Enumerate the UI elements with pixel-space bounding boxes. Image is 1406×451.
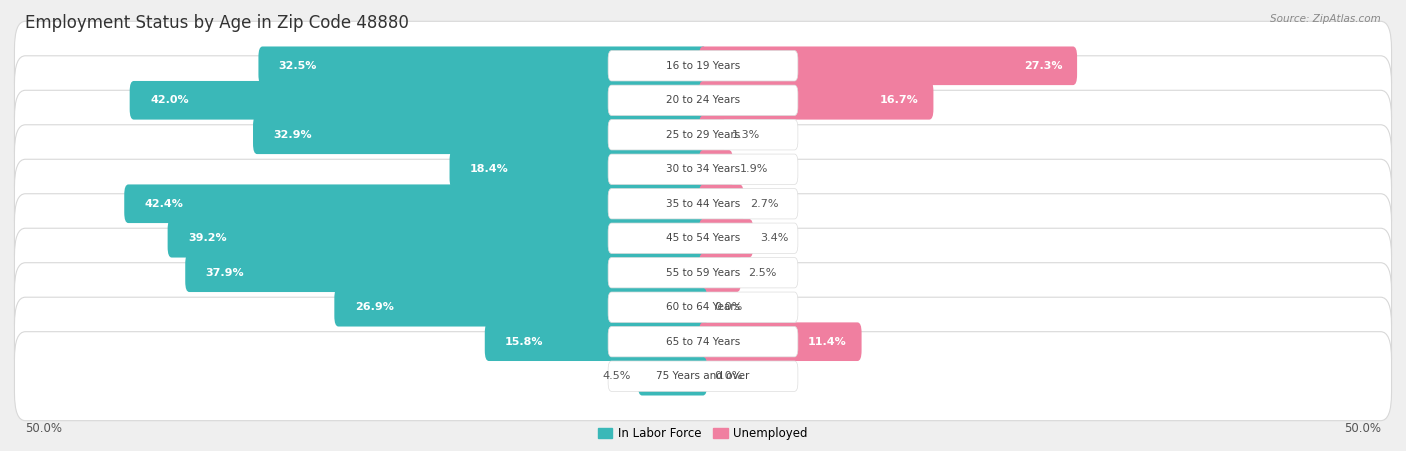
FancyBboxPatch shape — [253, 115, 707, 154]
FancyBboxPatch shape — [699, 184, 744, 223]
Text: 15.8%: 15.8% — [505, 337, 544, 347]
Text: 1.9%: 1.9% — [740, 164, 768, 174]
FancyBboxPatch shape — [609, 85, 797, 115]
FancyBboxPatch shape — [14, 297, 1392, 386]
Text: 18.4%: 18.4% — [470, 164, 509, 174]
FancyBboxPatch shape — [609, 120, 797, 150]
Legend: In Labor Force, Unemployed: In Labor Force, Unemployed — [593, 423, 813, 445]
Text: Employment Status by Age in Zip Code 48880: Employment Status by Age in Zip Code 488… — [25, 14, 409, 32]
Text: 1.3%: 1.3% — [731, 130, 759, 140]
Text: 25 to 29 Years: 25 to 29 Years — [666, 130, 740, 140]
Text: 39.2%: 39.2% — [188, 233, 226, 243]
FancyBboxPatch shape — [167, 219, 707, 258]
FancyBboxPatch shape — [699, 322, 862, 361]
FancyBboxPatch shape — [609, 292, 797, 322]
Text: 55 to 59 Years: 55 to 59 Years — [666, 268, 740, 278]
FancyBboxPatch shape — [14, 194, 1392, 283]
FancyBboxPatch shape — [485, 322, 707, 361]
Text: 27.3%: 27.3% — [1024, 61, 1062, 71]
FancyBboxPatch shape — [129, 81, 707, 120]
Text: 60 to 64 Years: 60 to 64 Years — [666, 302, 740, 312]
FancyBboxPatch shape — [699, 81, 934, 120]
Text: 45 to 54 Years: 45 to 54 Years — [666, 233, 740, 243]
FancyBboxPatch shape — [699, 46, 1077, 85]
FancyBboxPatch shape — [335, 288, 707, 327]
Text: 65 to 74 Years: 65 to 74 Years — [666, 337, 740, 347]
FancyBboxPatch shape — [609, 361, 797, 391]
Text: 2.7%: 2.7% — [751, 199, 779, 209]
Text: 42.0%: 42.0% — [150, 95, 188, 105]
FancyBboxPatch shape — [450, 150, 707, 189]
Text: 30 to 34 Years: 30 to 34 Years — [666, 164, 740, 174]
Text: 20 to 24 Years: 20 to 24 Years — [666, 95, 740, 105]
FancyBboxPatch shape — [609, 223, 797, 253]
FancyBboxPatch shape — [14, 228, 1392, 317]
FancyBboxPatch shape — [14, 159, 1392, 248]
Text: 35 to 44 Years: 35 to 44 Years — [666, 199, 740, 209]
Text: 0.0%: 0.0% — [714, 371, 742, 381]
Text: 11.4%: 11.4% — [808, 337, 846, 347]
Text: 2.5%: 2.5% — [748, 268, 776, 278]
FancyBboxPatch shape — [124, 184, 707, 223]
FancyBboxPatch shape — [609, 327, 797, 357]
Text: 32.9%: 32.9% — [273, 130, 312, 140]
Text: 42.4%: 42.4% — [145, 199, 183, 209]
Text: 0.0%: 0.0% — [714, 302, 742, 312]
FancyBboxPatch shape — [14, 125, 1392, 214]
FancyBboxPatch shape — [14, 331, 1392, 421]
FancyBboxPatch shape — [609, 189, 797, 219]
Text: Source: ZipAtlas.com: Source: ZipAtlas.com — [1270, 14, 1381, 23]
Text: 3.4%: 3.4% — [759, 233, 789, 243]
Text: 16 to 19 Years: 16 to 19 Years — [666, 61, 740, 71]
FancyBboxPatch shape — [699, 253, 741, 292]
FancyBboxPatch shape — [699, 219, 754, 258]
FancyBboxPatch shape — [14, 56, 1392, 145]
Text: 75 Years and over: 75 Years and over — [657, 371, 749, 381]
Text: 50.0%: 50.0% — [25, 422, 62, 435]
FancyBboxPatch shape — [609, 258, 797, 288]
FancyBboxPatch shape — [186, 253, 707, 292]
FancyBboxPatch shape — [259, 46, 707, 85]
FancyBboxPatch shape — [14, 90, 1392, 179]
Text: 16.7%: 16.7% — [880, 95, 918, 105]
Text: 37.9%: 37.9% — [205, 268, 245, 278]
Text: 32.5%: 32.5% — [278, 61, 318, 71]
Text: 50.0%: 50.0% — [1344, 422, 1381, 435]
FancyBboxPatch shape — [14, 21, 1392, 110]
FancyBboxPatch shape — [699, 150, 733, 189]
Text: 4.5%: 4.5% — [603, 371, 631, 381]
FancyBboxPatch shape — [609, 154, 797, 184]
Text: 26.9%: 26.9% — [354, 302, 394, 312]
FancyBboxPatch shape — [609, 51, 797, 81]
FancyBboxPatch shape — [699, 115, 724, 154]
FancyBboxPatch shape — [638, 357, 707, 396]
FancyBboxPatch shape — [14, 263, 1392, 352]
